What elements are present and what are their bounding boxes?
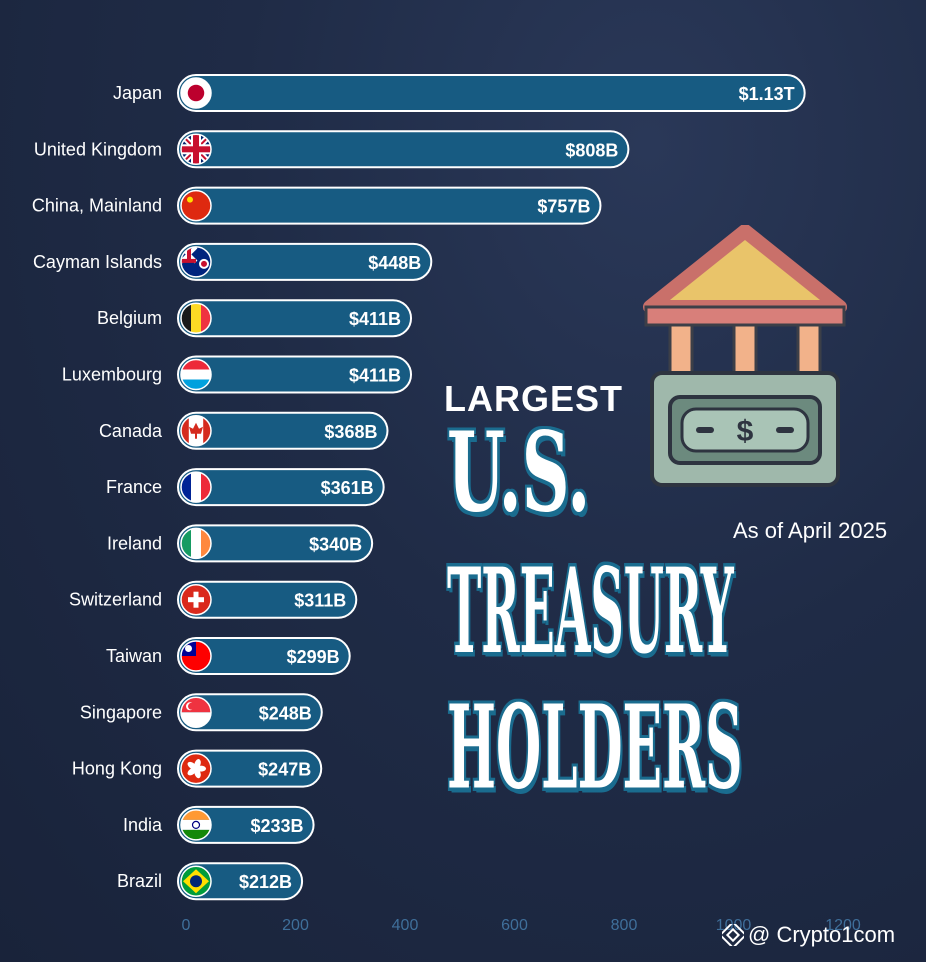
bar — [177, 242, 433, 281]
x-tick-label: 0 — [182, 917, 191, 934]
dollar-bill-icon: $ — [668, 395, 822, 465]
bar-row: Japan $1.13T — [113, 74, 806, 112]
x-tick-label: 400 — [392, 917, 419, 934]
x-tick-label: 200 — [282, 917, 309, 934]
value-label: $757B — [537, 197, 590, 217]
value-label: $299B — [287, 647, 340, 667]
bar — [177, 468, 385, 507]
taiwan-flag-icon — [180, 640, 212, 672]
value-label: $247B — [258, 760, 311, 780]
bar — [177, 411, 389, 450]
bar — [177, 862, 304, 901]
binance-logo-icon — [722, 924, 744, 946]
title-line-largest: LARGEST — [444, 378, 624, 419]
country-label: Brazil — [117, 871, 162, 891]
bar-row: Switzerland $311B — [69, 580, 358, 619]
bar-row: India $233B — [123, 805, 315, 844]
value-label: $361B — [321, 478, 374, 498]
bar-row: Luxembourg $411B — [62, 355, 413, 394]
country-label: Canada — [99, 421, 163, 441]
ireland-flag-icon — [180, 527, 212, 560]
country-label: Taiwan — [106, 646, 162, 666]
bar — [177, 74, 806, 112]
value-label: $248B — [259, 703, 312, 723]
country-label: Hong Kong — [72, 759, 162, 779]
bar-row: Hong Kong $247B — [72, 749, 323, 788]
bar — [177, 693, 323, 732]
value-label: $233B — [251, 816, 304, 836]
value-label: $411B — [349, 309, 401, 329]
value-label: $311B — [294, 591, 346, 611]
canada-flag-icon — [180, 415, 212, 447]
country-label: Ireland — [107, 533, 162, 553]
country-label: India — [123, 815, 163, 835]
belgium-flag-icon — [180, 302, 212, 334]
country-label: Belgium — [97, 308, 162, 328]
bar-row: Brazil $212B — [117, 862, 304, 901]
country-label: China, Mainland — [32, 196, 162, 216]
country-label: Cayman Islands — [33, 252, 162, 272]
subtitle-date: As of April 2025 — [733, 518, 888, 543]
bar — [177, 749, 323, 788]
watermark-text: @ Crypto1com — [748, 922, 896, 947]
bar-row: Belgium $411B — [97, 299, 413, 338]
china-flag-icon — [180, 189, 212, 222]
bar — [177, 637, 351, 675]
bar — [177, 805, 315, 844]
luxembourg-flag-icon — [180, 358, 212, 391]
bar-row: China, Mainland $757B — [32, 186, 602, 225]
value-label: $340B — [309, 534, 362, 554]
x-tick-label: 1200 — [825, 917, 861, 934]
bar — [177, 186, 602, 225]
bar-row: Canada $368B — [99, 411, 389, 450]
bar — [177, 524, 374, 563]
country-label: Luxembourg — [62, 365, 162, 385]
country-label: Japan — [113, 83, 162, 103]
title-line-us: U.S. — [447, 407, 591, 537]
value-label: $1.13T — [739, 84, 795, 104]
country-label: France — [106, 477, 162, 497]
brazil-flag-icon — [180, 865, 212, 897]
country-label: Singapore — [80, 702, 162, 722]
watermark: @ Crypto1com — [722, 922, 895, 948]
singapore-flag-icon — [180, 696, 212, 729]
hongkong-flag-icon — [180, 752, 212, 785]
uk-flag-icon — [180, 133, 212, 166]
bar-row: Singapore $248B — [80, 693, 323, 732]
bar-row: France $361B — [106, 468, 385, 507]
svg-text:$: $ — [737, 415, 754, 448]
x-tick-label: 800 — [611, 917, 638, 934]
title-line-treasury: TREASURY — [447, 541, 734, 680]
country-label: Switzerland — [69, 590, 162, 610]
bar — [177, 130, 630, 169]
bar — [177, 580, 358, 619]
switzerland-flag-icon — [180, 583, 212, 616]
value-label: $448B — [368, 253, 421, 273]
france-flag-icon — [180, 471, 212, 503]
india-flag-icon — [180, 809, 212, 841]
country-label: United Kingdom — [34, 139, 162, 159]
japan-flag-icon — [180, 77, 212, 109]
title-line-holders: HOLDERS — [447, 678, 743, 815]
value-label: $808B — [565, 140, 618, 160]
bar-row: Cayman Islands $448B — [33, 242, 433, 281]
value-label: $212B — [239, 872, 292, 892]
x-tick-label: 600 — [501, 917, 528, 934]
cayman-flag-icon — [180, 246, 212, 278]
bar — [177, 299, 413, 338]
bar-row: United Kingdom $808B — [34, 130, 630, 169]
bar — [177, 355, 413, 394]
value-label: $411B — [349, 366, 401, 386]
value-label: $368B — [324, 422, 377, 442]
bar-row: Ireland $340B — [107, 524, 374, 563]
bank-building-icon: $ — [640, 224, 850, 500]
bar-row: Taiwan $299B — [106, 637, 351, 675]
